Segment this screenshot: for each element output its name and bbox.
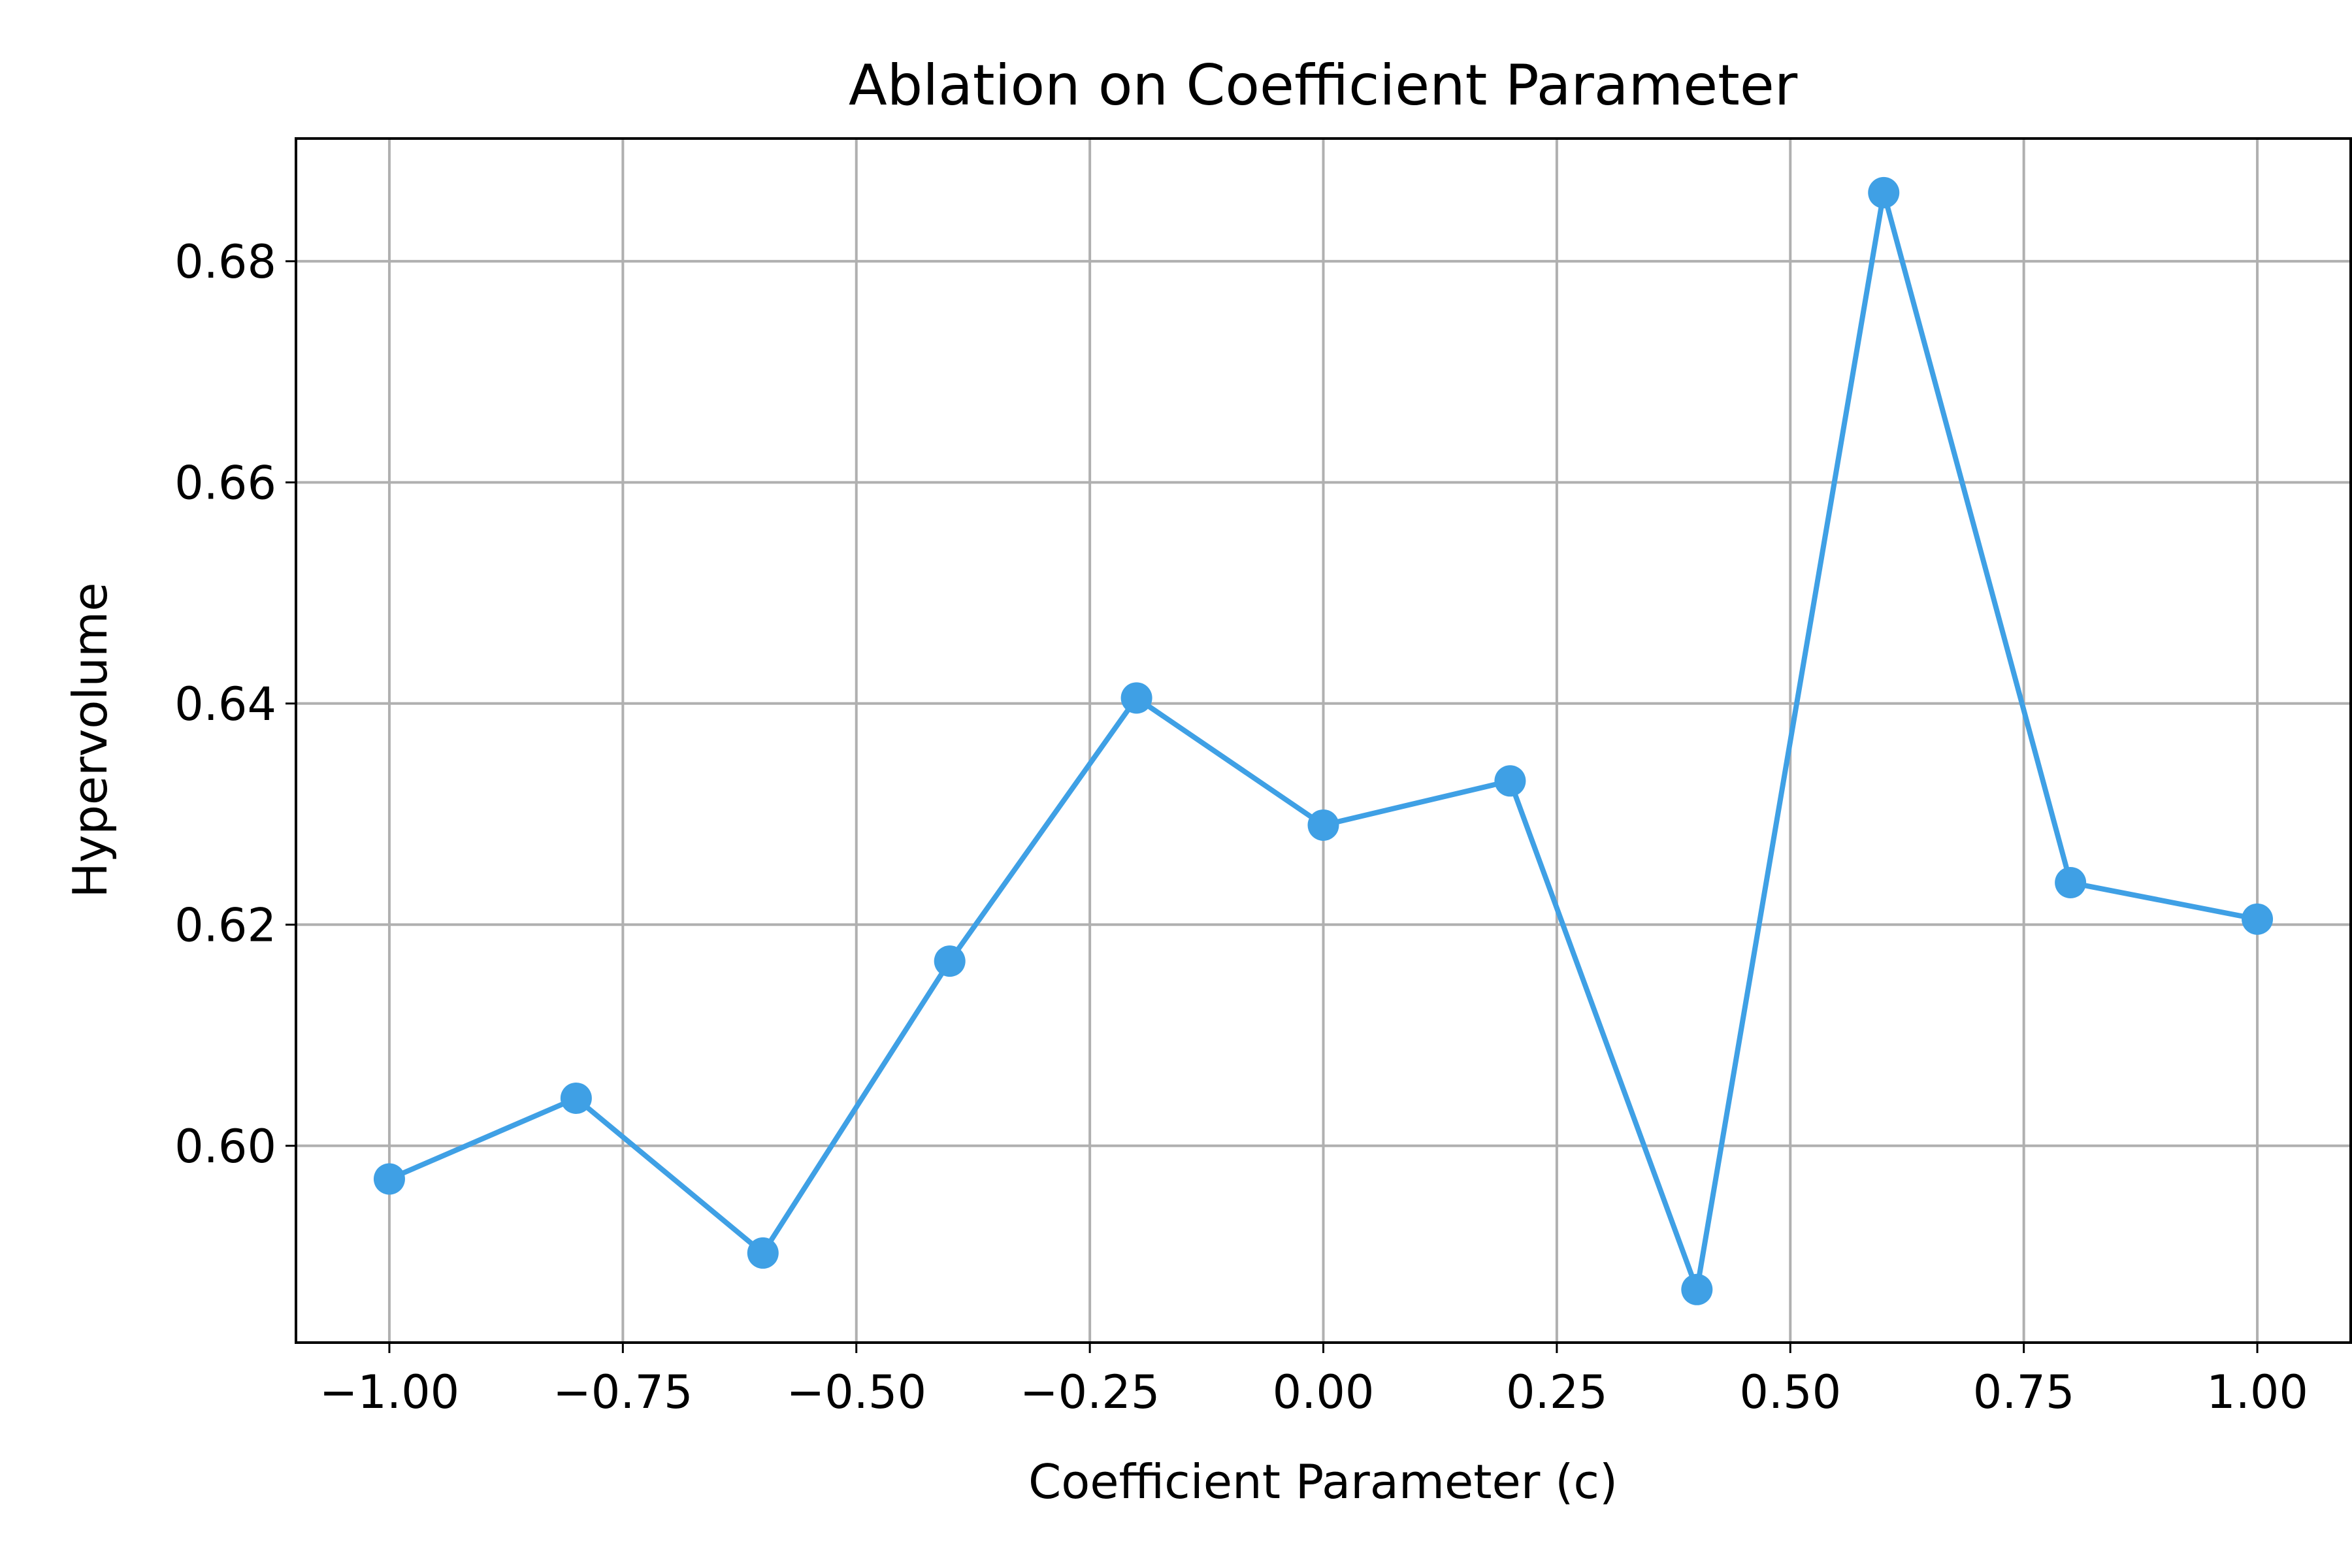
ticks: −1.00 −0.75 −0.50 −0.25 0.00 0.25 0.50 0.75 1.00… <box>174 235 2308 1419</box>
data-point <box>373 1163 405 1195</box>
series-layer <box>373 176 2274 1305</box>
data-point <box>2055 866 2087 898</box>
y-tick-label: 0.68 <box>174 235 276 289</box>
data-point <box>1494 765 1526 797</box>
data-point <box>747 1237 779 1269</box>
grid <box>296 139 2351 1343</box>
data-point <box>560 1082 592 1114</box>
x-tick-label: −0.25 <box>1020 1365 1160 1419</box>
x-tick-label: 1.00 <box>2206 1365 2308 1419</box>
data-point <box>934 945 966 977</box>
x-tick-label: −1.00 <box>319 1365 460 1419</box>
y-tick-label: 0.60 <box>174 1120 276 1173</box>
data-point <box>1120 682 1152 714</box>
data-point <box>1307 809 1339 841</box>
x-axis-label: Coefficient Parameter (c) <box>1028 1454 1618 1509</box>
data-point <box>1868 176 1900 208</box>
x-tick-label: −0.50 <box>786 1365 926 1419</box>
y-tick-label: 0.66 <box>174 456 276 510</box>
y-tick-label: 0.62 <box>174 898 276 952</box>
chart-title: Ablation on Coefficient Parameter <box>849 53 1798 118</box>
x-tick-label: −0.75 <box>553 1365 693 1419</box>
x-tick-label: 0.00 <box>1273 1365 1375 1419</box>
data-point <box>2242 903 2274 935</box>
data-point <box>1681 1273 1713 1305</box>
y-tick-label: 0.64 <box>174 678 276 731</box>
x-tick-label: 0.75 <box>1973 1365 2075 1419</box>
y-axis-label: Hypervolume <box>63 582 118 898</box>
x-tick-label: 0.50 <box>1739 1365 1841 1419</box>
x-tick-label: 0.25 <box>1506 1365 1608 1419</box>
